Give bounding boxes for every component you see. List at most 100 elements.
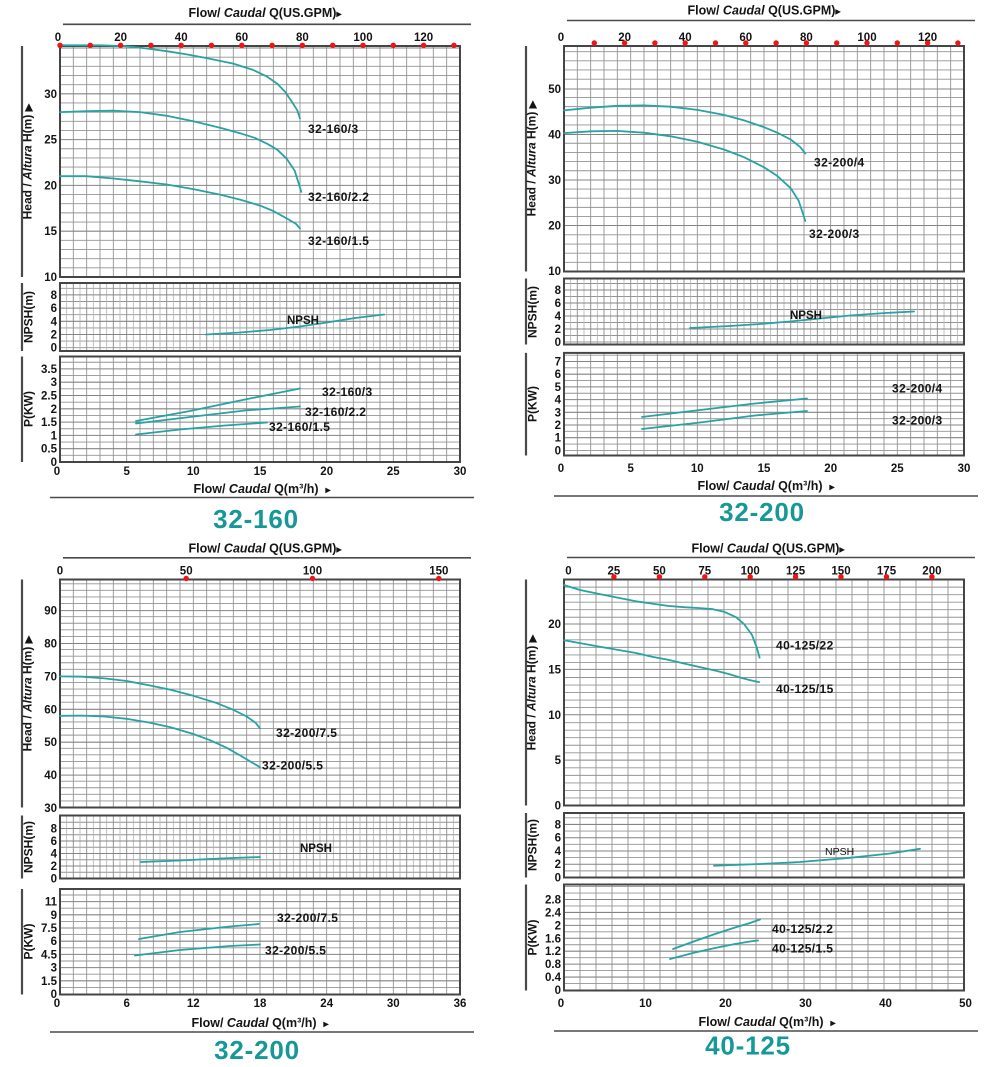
svg-text:15: 15 xyxy=(758,463,771,475)
svg-text:P(KW): P(KW) xyxy=(526,386,540,422)
svg-text:0: 0 xyxy=(51,874,57,886)
svg-text:32-200/4: 32-200/4 xyxy=(814,156,865,170)
svg-text:0: 0 xyxy=(555,801,561,813)
svg-text:P(KW): P(KW) xyxy=(22,924,36,960)
svg-text:60: 60 xyxy=(235,32,248,44)
svg-text:Head / Altura H(m) ▶: Head / Altura H(m) ▶ xyxy=(21,102,35,219)
svg-text:50: 50 xyxy=(653,566,666,578)
svg-text:40-125/22: 40-125/22 xyxy=(776,639,834,653)
svg-text:4: 4 xyxy=(51,849,58,861)
svg-text:40-125: 40-125 xyxy=(705,1031,791,1061)
svg-text:10: 10 xyxy=(548,266,561,278)
svg-text:2: 2 xyxy=(555,920,561,932)
svg-text:80: 80 xyxy=(800,32,813,44)
svg-text:8: 8 xyxy=(555,820,562,832)
svg-text:30: 30 xyxy=(958,463,971,475)
svg-text:32-160/3: 32-160/3 xyxy=(308,122,359,136)
svg-text:NPSH: NPSH xyxy=(825,846,854,858)
svg-text:0: 0 xyxy=(54,466,60,478)
svg-text:Flow/ Caudal Q(m³/h) ▸: Flow/ Caudal Q(m³/h) ▸ xyxy=(192,1016,330,1030)
svg-text:0: 0 xyxy=(565,566,571,578)
svg-text:0: 0 xyxy=(558,998,564,1010)
svg-text:10: 10 xyxy=(187,466,200,478)
svg-text:25: 25 xyxy=(608,566,621,578)
svg-text:0: 0 xyxy=(55,32,61,44)
svg-text:2: 2 xyxy=(51,330,57,342)
svg-text:80: 80 xyxy=(44,639,57,651)
svg-text:Flow/ Caudal Q(US.GPM)▸: Flow/ Caudal Q(US.GPM)▸ xyxy=(189,6,343,20)
svg-text:10: 10 xyxy=(44,272,57,284)
svg-text:0: 0 xyxy=(555,445,561,457)
svg-text:30: 30 xyxy=(548,175,561,187)
svg-text:1.2: 1.2 xyxy=(545,946,561,958)
svg-text:20: 20 xyxy=(548,619,561,631)
svg-text:2: 2 xyxy=(555,324,561,336)
svg-text:100: 100 xyxy=(741,566,760,578)
svg-text:32-200/4: 32-200/4 xyxy=(892,381,943,395)
svg-text:Flow/ Caudal Q(US.GPM)▸: Flow/ Caudal Q(US.GPM)▸ xyxy=(189,542,343,556)
svg-text:0.5: 0.5 xyxy=(41,444,58,456)
svg-text:2: 2 xyxy=(555,859,561,871)
svg-text:Flow/ Caudal Q(m³/h) ▸: Flow/ Caudal Q(m³/h) ▸ xyxy=(194,482,332,496)
svg-text:0: 0 xyxy=(558,463,564,475)
svg-text:32-160/2.2: 32-160/2.2 xyxy=(308,190,369,204)
svg-text:32-200: 32-200 xyxy=(214,1035,300,1065)
svg-text:10: 10 xyxy=(639,998,652,1010)
svg-text:6: 6 xyxy=(555,369,561,381)
svg-text:1.6: 1.6 xyxy=(545,933,561,945)
svg-text:3: 3 xyxy=(555,407,561,419)
svg-text:20: 20 xyxy=(44,180,57,192)
svg-text:4.5: 4.5 xyxy=(41,949,58,961)
svg-text:50: 50 xyxy=(959,998,972,1010)
svg-text:2.5: 2.5 xyxy=(41,391,58,403)
svg-text:4: 4 xyxy=(51,316,58,328)
svg-text:15: 15 xyxy=(548,664,561,676)
svg-text:0.8: 0.8 xyxy=(545,959,562,971)
svg-text:Head / Altura H(m) ▶: Head / Altura H(m) ▶ xyxy=(525,633,539,750)
svg-text:24: 24 xyxy=(320,998,333,1010)
svg-text:15: 15 xyxy=(254,466,267,478)
svg-text:0: 0 xyxy=(57,566,63,578)
svg-text:0: 0 xyxy=(555,985,561,997)
svg-text:1: 1 xyxy=(51,430,58,442)
svg-text:125: 125 xyxy=(786,566,806,578)
svg-text:40: 40 xyxy=(548,130,561,142)
svg-text:6: 6 xyxy=(51,936,57,948)
svg-text:70: 70 xyxy=(44,671,57,683)
svg-text:40: 40 xyxy=(879,998,892,1010)
svg-text:32-160: 32-160 xyxy=(213,504,299,534)
svg-text:8: 8 xyxy=(555,285,562,297)
svg-text:NPSH(m): NPSH(m) xyxy=(22,821,36,873)
svg-text:100: 100 xyxy=(353,32,372,44)
svg-text:0: 0 xyxy=(51,457,57,469)
svg-text:6: 6 xyxy=(51,836,57,848)
svg-text:11: 11 xyxy=(45,897,58,909)
svg-text:NPSH(m): NPSH(m) xyxy=(526,286,540,338)
svg-text:7: 7 xyxy=(555,357,561,369)
svg-text:4: 4 xyxy=(555,395,562,407)
svg-text:32-200/3: 32-200/3 xyxy=(809,227,860,241)
svg-text:8: 8 xyxy=(51,824,58,836)
svg-text:NPSH(m): NPSH(m) xyxy=(526,819,540,871)
svg-text:50: 50 xyxy=(180,566,193,578)
svg-text:32-160/1.5: 32-160/1.5 xyxy=(308,234,369,248)
svg-text:40-125/1.5: 40-125/1.5 xyxy=(772,942,833,956)
svg-text:30: 30 xyxy=(387,998,400,1010)
svg-text:32-200/3: 32-200/3 xyxy=(892,414,943,428)
svg-text:NPSH(m): NPSH(m) xyxy=(22,291,36,343)
svg-text:P(KW): P(KW) xyxy=(22,391,36,427)
svg-text:50: 50 xyxy=(548,84,561,96)
svg-text:40-125/15: 40-125/15 xyxy=(776,682,834,696)
svg-text:0: 0 xyxy=(51,989,57,1001)
svg-text:32-200/5.5: 32-200/5.5 xyxy=(265,944,326,958)
svg-text:5: 5 xyxy=(555,755,562,767)
svg-text:60: 60 xyxy=(44,704,57,716)
svg-text:Flow/ Caudal Q(m³/h) ▸: Flow/ Caudal Q(m³/h) ▸ xyxy=(698,479,836,493)
svg-text:32-160/3: 32-160/3 xyxy=(322,385,373,399)
svg-text:3.5: 3.5 xyxy=(41,364,58,376)
svg-text:0: 0 xyxy=(54,998,60,1010)
svg-text:150: 150 xyxy=(429,566,448,578)
svg-text:18: 18 xyxy=(254,998,267,1010)
svg-text:40: 40 xyxy=(175,32,188,44)
svg-text:20: 20 xyxy=(618,32,631,44)
